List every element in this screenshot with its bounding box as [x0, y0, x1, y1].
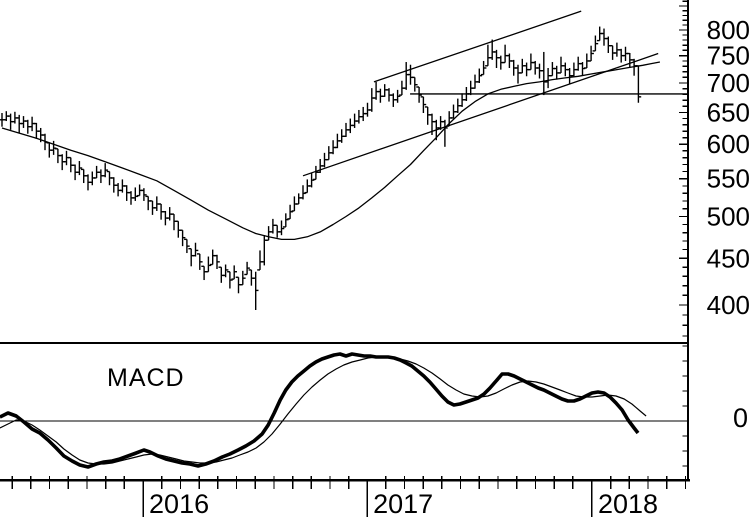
lower-channel-line: [302, 52, 659, 177]
price-axis-label: 400: [707, 290, 750, 320]
price-axis-label: 650: [707, 97, 750, 127]
macd-line: [0, 352, 640, 469]
price-axis-label: 500: [707, 201, 750, 231]
price-axis-label: 700: [707, 68, 750, 98]
year-label: 2017: [373, 489, 433, 518]
macd-zero-axis-label: 0: [732, 403, 748, 433]
macd-panel-label: MACD: [107, 364, 185, 392]
price-axis-label: 600: [707, 129, 750, 159]
year-label: 2018: [598, 489, 658, 518]
price-axis-label: 800: [707, 15, 750, 45]
year-label: 2016: [149, 489, 209, 518]
price-axis-label: 750: [707, 41, 750, 71]
price-axis-label: 550: [707, 164, 750, 194]
price-axis-label: 450: [707, 243, 750, 273]
upper-channel-line: [373, 10, 582, 83]
macd-signal-line: [0, 356, 647, 465]
moving-average-line: [1, 61, 661, 241]
